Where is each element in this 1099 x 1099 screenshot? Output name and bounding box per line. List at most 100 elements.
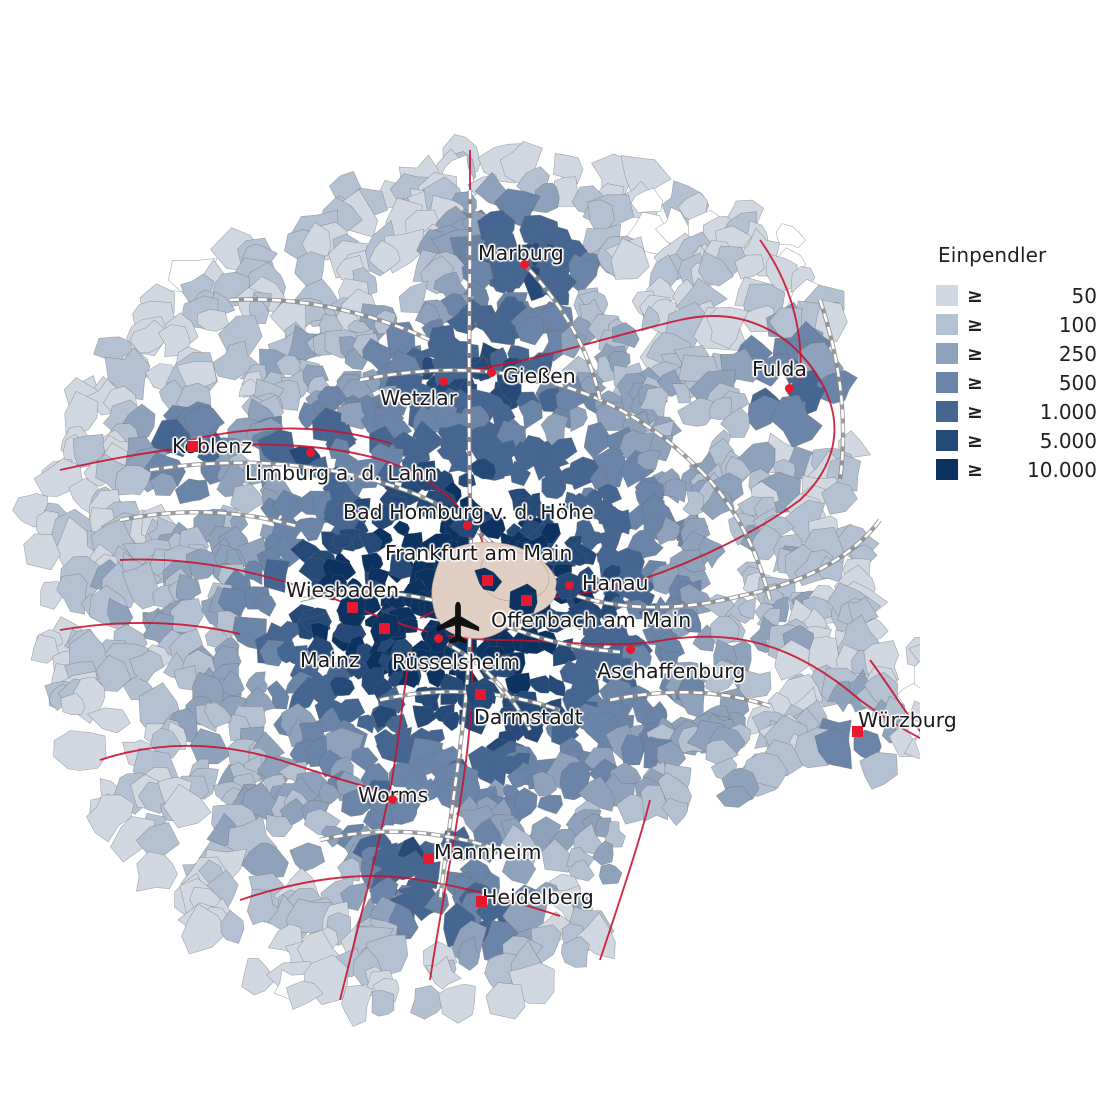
municipality-region[interactable] <box>973 687 1008 715</box>
municipality-region[interactable] <box>561 936 590 968</box>
municipality-region[interactable] <box>958 687 999 724</box>
municipality-region[interactable] <box>720 407 750 438</box>
municipality-region[interactable] <box>673 608 702 634</box>
municipality-region[interactable] <box>162 783 212 829</box>
municipality-region[interactable] <box>663 478 687 503</box>
municipality-region[interactable] <box>220 909 245 944</box>
municipality-region[interactable] <box>930 678 966 721</box>
legend-row[interactable]: ≥500 <box>936 368 1099 397</box>
municipality-region[interactable] <box>464 388 509 430</box>
municipality-region[interactable] <box>121 561 161 610</box>
municipality-region[interactable] <box>263 558 290 593</box>
municipality-region[interactable] <box>657 647 680 670</box>
municipality-region[interactable] <box>389 549 413 580</box>
municipality-region[interactable] <box>814 726 853 770</box>
municipality-region[interactable] <box>932 734 968 777</box>
municipality-region[interactable] <box>401 531 424 558</box>
municipality-region[interactable] <box>318 781 342 805</box>
municipality-region[interactable] <box>715 785 753 808</box>
municipality-region[interactable] <box>317 386 347 411</box>
municipality-region[interactable] <box>951 700 985 748</box>
municipality-region[interactable] <box>371 989 395 1017</box>
municipality-region[interactable] <box>941 712 982 744</box>
legend-row[interactable]: ≥100 <box>936 310 1099 339</box>
municipality-region[interactable] <box>110 816 156 863</box>
municipality-region[interactable] <box>414 778 441 803</box>
municipality-region[interactable] <box>289 842 326 873</box>
municipality-region[interactable] <box>560 326 587 359</box>
municipality-region[interactable] <box>107 597 134 627</box>
municipality-region[interactable] <box>661 797 689 827</box>
municipality-region[interactable] <box>114 464 152 496</box>
municipality-region[interactable] <box>183 405 226 439</box>
municipality-region[interactable] <box>87 707 131 734</box>
municipality-region[interactable] <box>604 821 626 848</box>
municipality-region[interactable] <box>396 666 421 689</box>
municipality-region[interactable] <box>737 597 756 620</box>
municipality-region[interactable] <box>705 659 735 694</box>
municipality-region[interactable] <box>929 630 966 658</box>
municipality-region[interactable] <box>341 984 373 1027</box>
municipality-region[interactable] <box>368 239 401 274</box>
municipality-region[interactable] <box>219 670 245 696</box>
municipality-region[interactable] <box>501 858 537 885</box>
municipality-region[interactable] <box>547 674 566 697</box>
municipality-region[interactable] <box>612 322 640 349</box>
legend-row[interactable]: ≥1.000 <box>936 397 1099 426</box>
municipality-region[interactable] <box>914 727 941 761</box>
municipality-region[interactable] <box>356 714 375 734</box>
municipality-region[interactable] <box>838 430 872 459</box>
municipality-region[interactable] <box>578 776 616 812</box>
municipality-region[interactable] <box>358 532 383 555</box>
municipality-region[interactable] <box>371 503 399 531</box>
municipality-region[interactable] <box>438 983 476 1024</box>
municipality-region[interactable] <box>541 838 572 873</box>
legend-row[interactable]: ≥250 <box>936 339 1099 368</box>
municipality-region[interactable] <box>620 734 645 766</box>
municipality-region[interactable] <box>458 936 481 971</box>
municipality-region[interactable] <box>298 401 322 430</box>
municipality-region[interactable] <box>537 794 564 815</box>
municipality-region[interactable] <box>252 592 277 617</box>
municipality-region[interactable] <box>682 490 705 518</box>
municipality-region[interactable] <box>485 982 526 1020</box>
municipality-region[interactable] <box>821 481 858 515</box>
municipality-region[interactable] <box>591 840 614 866</box>
municipality-region[interactable] <box>786 381 827 415</box>
municipality-region[interactable] <box>775 223 807 249</box>
municipality-region[interactable] <box>340 788 374 817</box>
municipality-region[interactable] <box>580 526 603 551</box>
municipality-region[interactable] <box>769 394 823 448</box>
municipality-region[interactable] <box>979 717 1004 739</box>
municipality-region[interactable] <box>706 306 749 349</box>
municipality-region[interactable] <box>697 250 735 287</box>
municipality-region[interactable] <box>528 675 552 694</box>
municipality-region[interactable] <box>174 478 210 505</box>
municipality-region[interactable] <box>933 624 982 672</box>
municipality-region[interactable] <box>241 958 276 996</box>
legend-row[interactable]: ≥50 <box>936 281 1099 310</box>
municipality-region[interactable] <box>277 534 305 568</box>
municipality-region[interactable] <box>86 794 135 843</box>
municipality-region[interactable] <box>266 680 290 710</box>
municipality-region[interactable] <box>975 627 996 654</box>
municipality-region[interactable] <box>271 489 303 518</box>
legend-row[interactable]: ≥5.000 <box>936 426 1099 455</box>
municipality-region[interactable] <box>557 491 582 518</box>
municipality-region[interactable] <box>332 534 352 549</box>
municipality-region[interactable] <box>914 655 960 708</box>
municipality-region[interactable] <box>568 253 600 294</box>
municipality-region[interactable] <box>948 677 996 726</box>
municipality-region[interactable] <box>204 702 235 728</box>
municipality-region[interactable] <box>518 399 543 430</box>
municipality-region[interactable] <box>23 533 61 571</box>
municipality-region[interactable] <box>630 187 664 213</box>
municipality-region[interactable] <box>412 705 438 729</box>
municipality-region[interactable] <box>568 406 588 433</box>
municipality-region[interactable] <box>329 676 355 697</box>
municipality-region[interactable] <box>541 474 567 500</box>
municipality-region[interactable] <box>583 421 615 459</box>
municipality-region[interactable] <box>265 813 293 838</box>
municipality-region[interactable] <box>970 635 1013 673</box>
municipality-region[interactable] <box>774 639 810 681</box>
